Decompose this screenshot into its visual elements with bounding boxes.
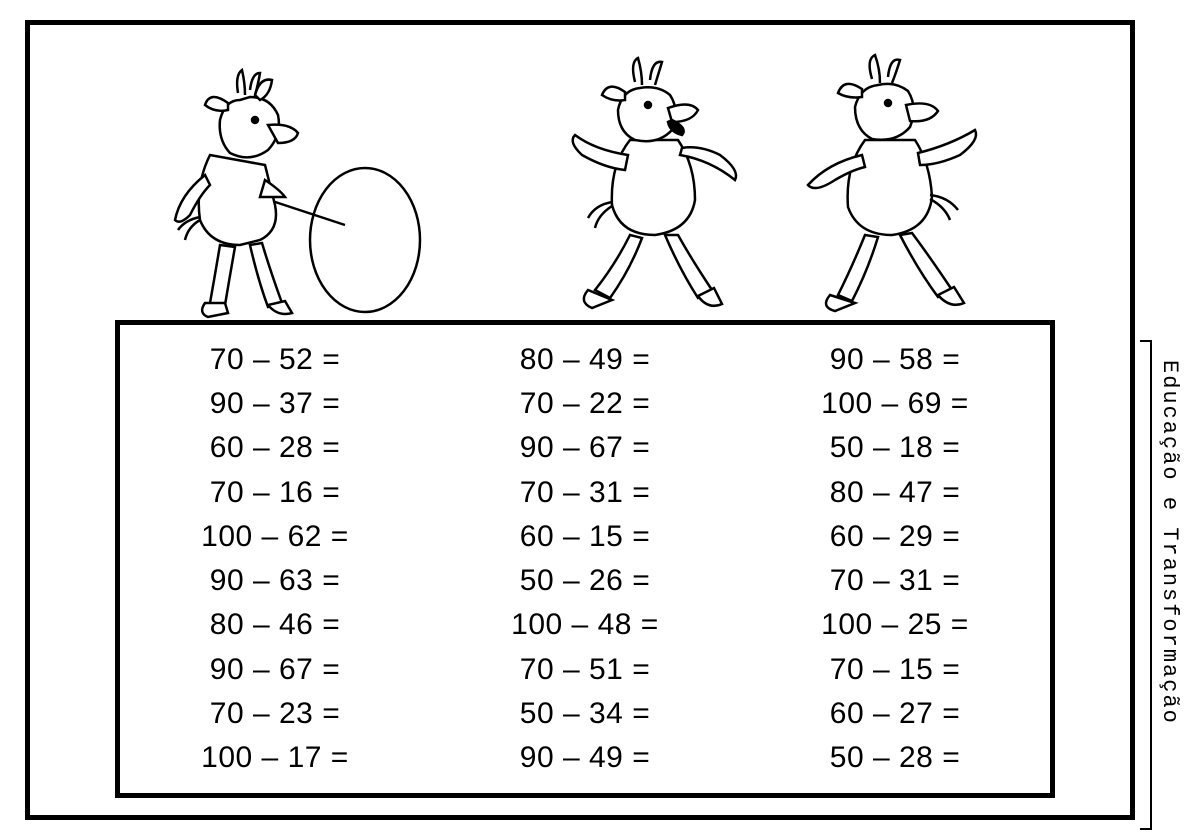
subtraction-problem: 90 – 63 = [210,564,340,598]
subtraction-problem: 50 – 18 = [830,431,960,465]
subtraction-problem: 100 – 62 = [201,520,349,554]
subtraction-problem: 70 – 15 = [830,653,960,687]
side-label: Educação e Transformação [1157,360,1182,725]
subtraction-problem: 70 – 52 = [210,343,340,377]
subtraction-problem: 50 – 26 = [520,564,650,598]
subtraction-problem: 60 – 29 = [830,520,960,554]
subtraction-problem: 70 – 23 = [210,697,340,731]
problems-box: 70 – 52 = 90 – 37 = 60 – 28 = 70 – 16 = 100 … [115,320,1055,798]
subtraction-problem: 100 – 25 = [821,608,969,642]
subtraction-problem: 70 – 31 = [520,476,650,510]
subtraction-problem: 90 – 67 = [210,653,340,687]
problems-column-1: 70 – 52 = 90 – 37 = 60 – 28 = 70 – 16 = 100 … [120,343,430,775]
subtraction-problem: 50 – 28 = [830,741,960,775]
subtraction-problem: 50 – 34 = [520,697,650,731]
side-bracket [1140,340,1152,830]
worksheet-frame: 70 – 52 = 90 – 37 = 60 – 28 = 70 – 16 = 100 … [25,20,1135,820]
subtraction-problem: 60 – 28 = [210,431,340,465]
subtraction-problem: 80 – 46 = [210,608,340,642]
goat-dancing-left-illustration [540,40,770,325]
subtraction-problem: 100 – 48 = [511,608,659,642]
subtraction-problem: 70 – 16 = [210,476,340,510]
subtraction-problem: 80 – 47 = [830,476,960,510]
goat-dancing-right-illustration [770,35,1020,325]
subtraction-problem: 80 – 49 = [520,343,650,377]
subtraction-problem: 70 – 51 = [520,653,650,687]
subtraction-problem: 70 – 22 = [520,387,650,421]
subtraction-problem: 90 – 58 = [830,343,960,377]
subtraction-problem: 90 – 49 = [520,741,650,775]
illustration-area [30,25,1130,320]
subtraction-problem: 70 – 31 = [830,564,960,598]
subtraction-problem: 100 – 17 = [201,741,349,775]
subtraction-problem: 60 – 15 = [520,520,650,554]
subtraction-problem: 60 – 27 = [830,697,960,731]
problems-column-3: 90 – 58 = 100 – 69 = 50 – 18 = 80 – 47 = 60 … [740,343,1050,775]
problems-column-2: 80 – 49 = 70 – 22 = 90 – 67 = 70 – 31 = 60 –… [430,343,740,775]
subtraction-problem: 100 – 69 = [821,387,969,421]
subtraction-problem: 90 – 67 = [520,431,650,465]
goat-with-hoop-illustration [150,45,440,325]
subtraction-problem: 90 – 37 = [210,387,340,421]
